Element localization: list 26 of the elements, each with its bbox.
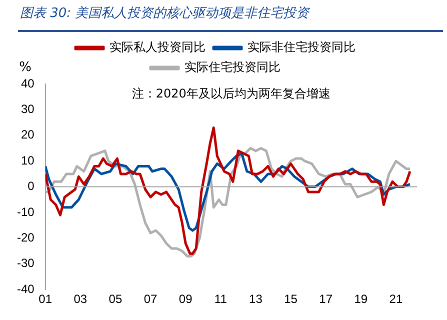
- y-tick-label: 40: [20, 76, 35, 90]
- x-tick-label: 19: [354, 292, 368, 306]
- legend-label: 实际非住宅投资同比: [248, 40, 356, 54]
- x-tick-label: 15: [284, 292, 298, 306]
- x-tick-label: 03: [74, 292, 88, 306]
- y-tick-label: -10: [17, 204, 35, 219]
- x-tick-label: 07: [144, 292, 158, 306]
- x-tick-label: 21: [389, 292, 403, 306]
- y-tick-label: -20: [17, 230, 35, 245]
- y-tick-label: -40: [17, 282, 35, 296]
- chart-title: 图表 30: 美国私人投资的核心驱动项是非住宅投资: [20, 5, 311, 22]
- annotation: 注：2020年及以后均为两年复合增速: [132, 86, 330, 100]
- x-tick-label: 05: [108, 292, 122, 306]
- x-tick-label: 13: [249, 292, 263, 306]
- y-tick-label: 10: [20, 153, 35, 168]
- legend-label: 实际住宅投资同比: [184, 60, 280, 74]
- y-tick-label: 0: [28, 179, 35, 194]
- legend-label: 实际私人投资同比: [110, 40, 206, 54]
- y-axis-title: %: [19, 60, 32, 75]
- y-tick-label: 20: [20, 128, 35, 142]
- x-tick-label: 09: [178, 292, 193, 306]
- y-tick-label: 30: [20, 102, 35, 116]
- x-tick-label: 17: [319, 292, 333, 306]
- x-tick-label: 01: [38, 292, 52, 306]
- y-tick-label: -30: [17, 256, 35, 270]
- x-tick-label: 11: [214, 292, 228, 306]
